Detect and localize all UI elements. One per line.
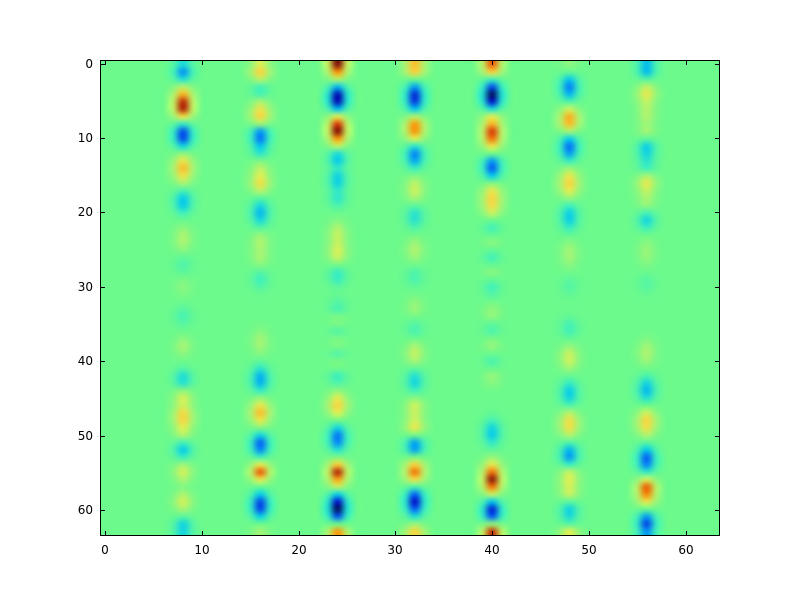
axis-tick	[589, 61, 590, 65]
axis-tick	[686, 531, 687, 535]
axis-tick	[101, 64, 105, 65]
x-tick-label: 20	[291, 543, 307, 557]
heatmap-image	[101, 61, 719, 535]
axis-tick	[589, 531, 590, 535]
axis-tick	[715, 138, 719, 139]
x-tick-label: 40	[484, 543, 500, 557]
x-tick-label: 10	[194, 543, 210, 557]
x-tick-label: 0	[101, 543, 109, 557]
axis-tick	[395, 61, 396, 65]
axis-tick	[715, 64, 719, 65]
axis-tick	[101, 287, 105, 288]
y-tick-label: 0	[85, 57, 93, 71]
axis-tick	[492, 531, 493, 535]
axis-tick	[715, 361, 719, 362]
x-tick-label: 60	[678, 543, 694, 557]
axis-tick	[101, 436, 105, 437]
axis-tick	[715, 212, 719, 213]
y-tick-label: 30	[77, 280, 93, 294]
axis-tick	[492, 61, 493, 65]
axis-tick	[101, 212, 105, 213]
y-tick-label: 20	[77, 205, 93, 219]
plot-area	[100, 60, 720, 536]
axis-tick	[202, 61, 203, 65]
axis-tick	[105, 61, 106, 65]
axis-tick	[715, 287, 719, 288]
axis-tick	[202, 531, 203, 535]
axis-tick	[105, 531, 106, 535]
axis-tick	[101, 361, 105, 362]
x-tick-label: 30	[387, 543, 403, 557]
axis-tick	[101, 138, 105, 139]
axis-tick	[299, 61, 300, 65]
axis-tick	[715, 436, 719, 437]
axis-tick	[715, 510, 719, 511]
y-tick-label: 60	[77, 503, 93, 517]
x-tick-label: 50	[581, 543, 597, 557]
y-tick-label: 10	[77, 131, 93, 145]
axis-tick	[299, 531, 300, 535]
y-tick-label: 50	[77, 429, 93, 443]
axis-tick	[395, 531, 396, 535]
axis-tick	[686, 61, 687, 65]
axis-tick	[101, 510, 105, 511]
y-tick-label: 40	[77, 354, 93, 368]
